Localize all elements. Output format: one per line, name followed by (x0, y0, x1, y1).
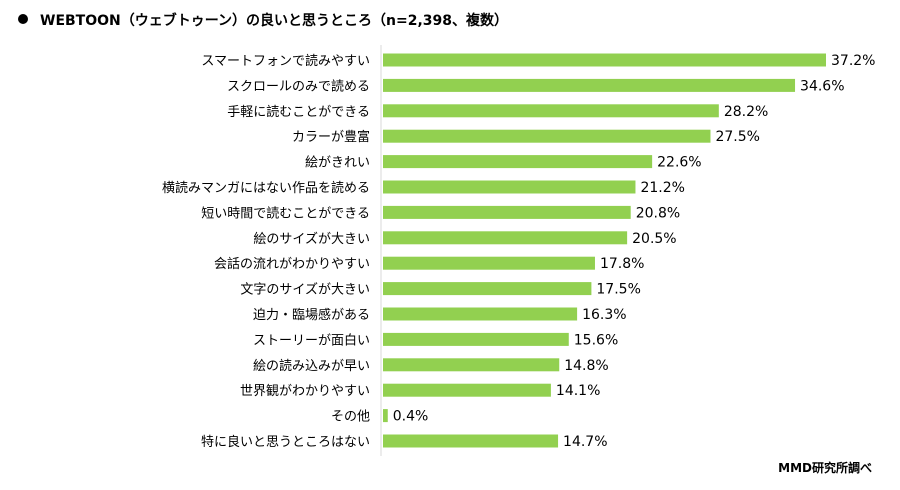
category-label: スクロールのみで読める (227, 78, 370, 94)
bar (383, 205, 631, 219)
data-label: 16.3% (582, 307, 626, 323)
data-label: 37.2% (831, 53, 875, 69)
category-label: 絵のサイズが大きい (253, 231, 370, 247)
data-label: 14.8% (564, 358, 608, 374)
data-label: 17.8% (600, 256, 644, 272)
category-label: カラーが豊富 (292, 129, 370, 145)
category-label: 絵の読み込みが早い (253, 358, 370, 374)
data-label: 21.2% (640, 180, 684, 196)
category-label: 特に良いと思うところはない (201, 434, 370, 450)
category-label: 世界観がわかりやすい (240, 384, 370, 399)
bar (383, 155, 653, 169)
data-label: 22.6% (657, 155, 701, 171)
category-label: 手軽に読むことができる (227, 104, 370, 120)
data-label: 15.6% (574, 332, 618, 348)
category-label: 横読みマンガにはない作品を読める (162, 180, 370, 196)
data-label: 14.1% (556, 383, 600, 399)
bar (383, 383, 551, 397)
category-label: 文字のサイズが大きい (240, 282, 370, 298)
bar (383, 231, 628, 245)
data-label: 27.5% (715, 129, 759, 145)
data-label: 28.2% (724, 104, 768, 120)
bar (383, 53, 826, 67)
data-label: 34.6% (800, 78, 844, 94)
bar (383, 78, 796, 92)
bar (383, 434, 559, 448)
bar (383, 358, 560, 372)
bar (383, 180, 636, 194)
category-label: スマートフォンで読みやすい (201, 53, 370, 69)
data-label: 17.5% (596, 282, 640, 298)
category-label: その他 (331, 410, 370, 425)
bar (383, 256, 595, 270)
bar (383, 409, 388, 423)
category-label: 迫力・臨場感がある (253, 307, 370, 323)
data-label: 20.8% (636, 205, 680, 221)
bar (383, 104, 719, 118)
data-label: 20.5% (632, 231, 676, 247)
bullet-icon (18, 14, 28, 24)
category-label: 短い時間で読むことができる (201, 205, 370, 221)
data-label: 0.4% (393, 409, 429, 425)
bar (383, 307, 578, 321)
data-label: 14.7% (563, 434, 607, 450)
source-note: MMD研究所調べ (778, 461, 872, 475)
category-label: 会話の流れがわかりやすい (214, 256, 370, 272)
bar (383, 332, 569, 346)
bar (383, 282, 592, 296)
category-label: 絵がきれい (305, 156, 370, 171)
chart-title: WEBTOON（ウェブトゥーン）の良いと思うところ（n=2,398、複数） (18, 10, 508, 30)
category-label: ストーリーが面白い (253, 332, 370, 348)
bar (383, 129, 711, 143)
